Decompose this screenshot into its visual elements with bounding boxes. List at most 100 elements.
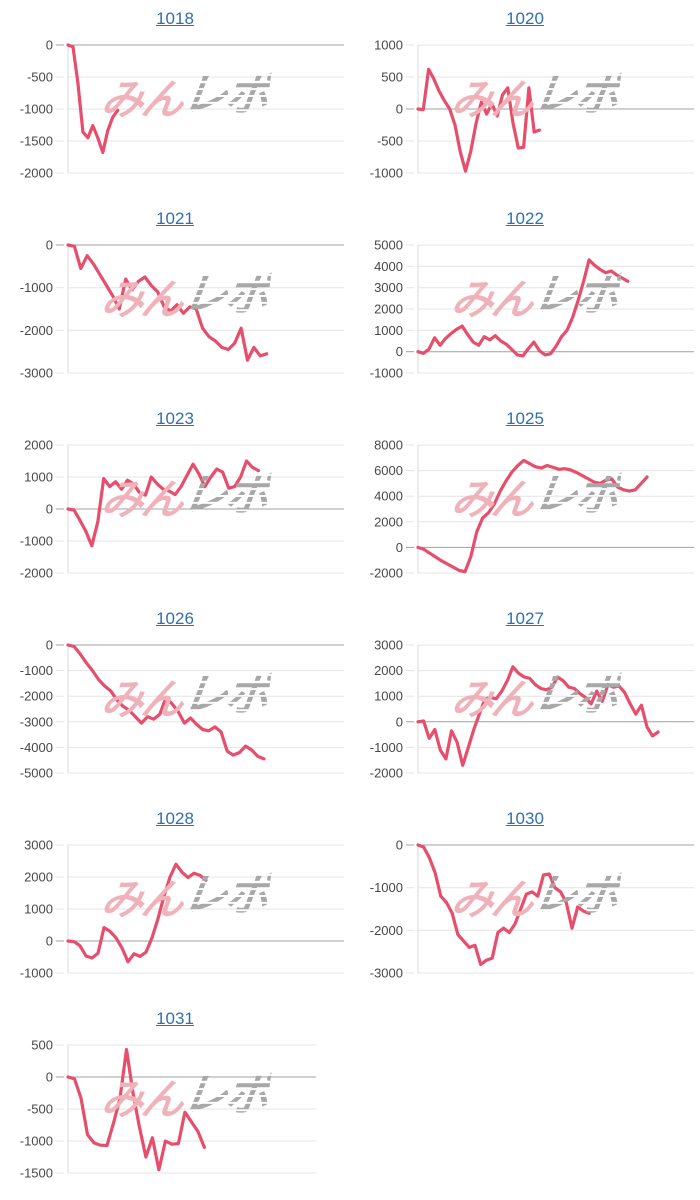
y-tick-label: -2000: [370, 766, 403, 781]
y-tick-label: 0: [396, 344, 403, 359]
chart-title-link[interactable]: 1020: [506, 9, 544, 28]
series-line: [66, 862, 208, 964]
chart-cell: 1022 5000 4000 3000 2000 1000 0 -1000 みんレポ: [350, 200, 700, 400]
y-tick-label: 0: [46, 502, 53, 517]
y-tick-label: -3000: [20, 366, 53, 381]
chart-cell: 1026 0 -1000 -2000 -3000 -4000 -5000 みんレポ: [0, 600, 350, 800]
y-tick-label: 0: [396, 102, 403, 117]
series-line: [66, 643, 266, 761]
line-chart: 3000 2000 1000 0 -1000: [20, 838, 344, 981]
y-tick-label: 2000: [374, 514, 403, 529]
y-tick-label: 0: [46, 934, 53, 949]
y-tick-label: 1000: [24, 470, 53, 485]
y-tick-label: -1000: [370, 366, 403, 381]
y-tick-label: 500: [381, 70, 403, 85]
series-line: [416, 665, 660, 767]
y-tick-label: -5000: [20, 766, 53, 781]
chart-cell: 1020 1000 500 0 -500 -1000 みんレポ: [350, 0, 700, 200]
y-tick-label: -1000: [20, 966, 53, 981]
y-tick-label: -1000: [20, 663, 53, 678]
y-tick-label: -500: [377, 134, 403, 149]
y-tick-label: 1000: [374, 323, 403, 338]
series-line: [416, 67, 541, 173]
y-tick-label: -2000: [370, 566, 403, 581]
y-tick-label: 2000: [24, 870, 53, 885]
y-tick-label: 8000: [374, 438, 403, 453]
y-tick-label: 0: [46, 238, 53, 253]
y-tick-label: 1000: [374, 689, 403, 704]
line-chart: 8000 6000 4000 2000 0 -2000: [370, 438, 694, 581]
y-tick-label: -3000: [370, 966, 403, 981]
series-line: [66, 459, 260, 548]
chart-title-link[interactable]: 1031: [156, 1009, 194, 1028]
chart-cell: 1021 0 -1000 -2000 -3000 みんレポ: [0, 200, 350, 400]
y-tick-label: -2000: [20, 166, 53, 181]
chart-title-link[interactable]: 1030: [506, 809, 544, 828]
y-tick-label: -2000: [370, 923, 403, 938]
line-chart: 0 -500 -1000 -1500 -2000: [20, 38, 344, 181]
series-line: [66, 243, 269, 362]
y-tick-label: -1000: [20, 102, 53, 117]
chart-cell: 1018 0 -500 -1000 -1500 -2000 みんレポ: [0, 0, 350, 200]
y-tick-label: 4000: [374, 259, 403, 274]
y-tick-label: 2000: [374, 663, 403, 678]
chart-cell: 1027 3000 2000 1000 0 -1000 -2000 みんレポ: [350, 600, 700, 800]
y-tick-label: 1000: [24, 902, 53, 917]
y-tick-label: -4000: [20, 740, 53, 755]
y-tick-label: 0: [46, 638, 53, 653]
y-tick-label: 0: [396, 540, 403, 555]
y-tick-label: -1000: [370, 166, 403, 181]
y-tick-label: 0: [46, 38, 53, 53]
line-chart: 0 -1000 -2000 -3000: [370, 838, 694, 981]
y-tick-label: -500: [27, 1102, 53, 1117]
chart-cell: 1023 2000 1000 0 -1000 -2000 みんレポ: [0, 400, 350, 600]
y-tick-label: 3000: [374, 638, 403, 653]
y-tick-label: 4000: [374, 489, 403, 504]
y-tick-label: -1000: [370, 740, 403, 755]
chart-title-link[interactable]: 1028: [156, 809, 194, 828]
chart-title-link[interactable]: 1026: [156, 609, 194, 628]
y-tick-label: 1000: [374, 38, 403, 53]
series-line: [416, 843, 591, 967]
y-tick-label: 2000: [24, 438, 53, 453]
series-line: [416, 258, 630, 358]
chart-title-link[interactable]: 1018: [156, 9, 194, 28]
y-tick-label: 500: [31, 1038, 53, 1053]
chart-title-link[interactable]: 1025: [506, 409, 544, 428]
chart-cell: 1030 0 -1000 -2000 -3000 みんレポ: [350, 800, 700, 1000]
y-tick-label: -3000: [20, 714, 53, 729]
y-tick-label: 2000: [374, 302, 403, 317]
line-chart: 500 0 -500 -1000 -1500: [20, 1038, 316, 1181]
chart-title-link[interactable]: 1023: [156, 409, 194, 428]
y-tick-label: -1000: [20, 1134, 53, 1149]
y-tick-label: 0: [396, 714, 403, 729]
chart-title-link[interactable]: 1022: [506, 209, 544, 228]
line-chart: 2000 1000 0 -1000 -2000: [20, 438, 344, 581]
line-chart: 5000 4000 3000 2000 1000 0 -1000: [370, 238, 694, 381]
y-tick-label: -2000: [20, 689, 53, 704]
y-tick-label: -1500: [20, 1166, 53, 1181]
line-chart: 3000 2000 1000 0 -1000 -2000: [370, 638, 694, 781]
y-tick-label: 0: [46, 1070, 53, 1085]
line-chart: 0 -1000 -2000 -3000 -4000 -5000: [20, 638, 344, 781]
y-tick-label: -1500: [20, 134, 53, 149]
y-tick-label: -1000: [20, 280, 53, 295]
chart-title-link[interactable]: 1027: [506, 609, 544, 628]
chart-cell: 1028 3000 2000 1000 0 -1000 みんレポ: [0, 800, 350, 1000]
y-tick-label: 3000: [24, 838, 53, 853]
line-chart: 0 -1000 -2000 -3000: [20, 238, 344, 381]
y-tick-label: -500: [27, 70, 53, 85]
line-chart: 1000 500 0 -500 -1000: [370, 38, 694, 181]
chart-title-link[interactable]: 1021: [156, 209, 194, 228]
chart-cell: 1025 8000 6000 4000 2000 0 -2000 みんレポ: [350, 400, 700, 600]
y-tick-label: -2000: [20, 323, 53, 338]
chart-cell: 1031 500 0 -500 -1000 -1500 みんレポ: [0, 1000, 350, 1200]
y-tick-label: 6000: [374, 463, 403, 478]
y-tick-label: 5000: [374, 238, 403, 253]
y-tick-label: -1000: [20, 534, 53, 549]
y-tick-label: 0: [396, 838, 403, 853]
series-line: [416, 458, 649, 574]
y-tick-label: -1000: [370, 880, 403, 895]
y-tick-label: 3000: [374, 280, 403, 295]
